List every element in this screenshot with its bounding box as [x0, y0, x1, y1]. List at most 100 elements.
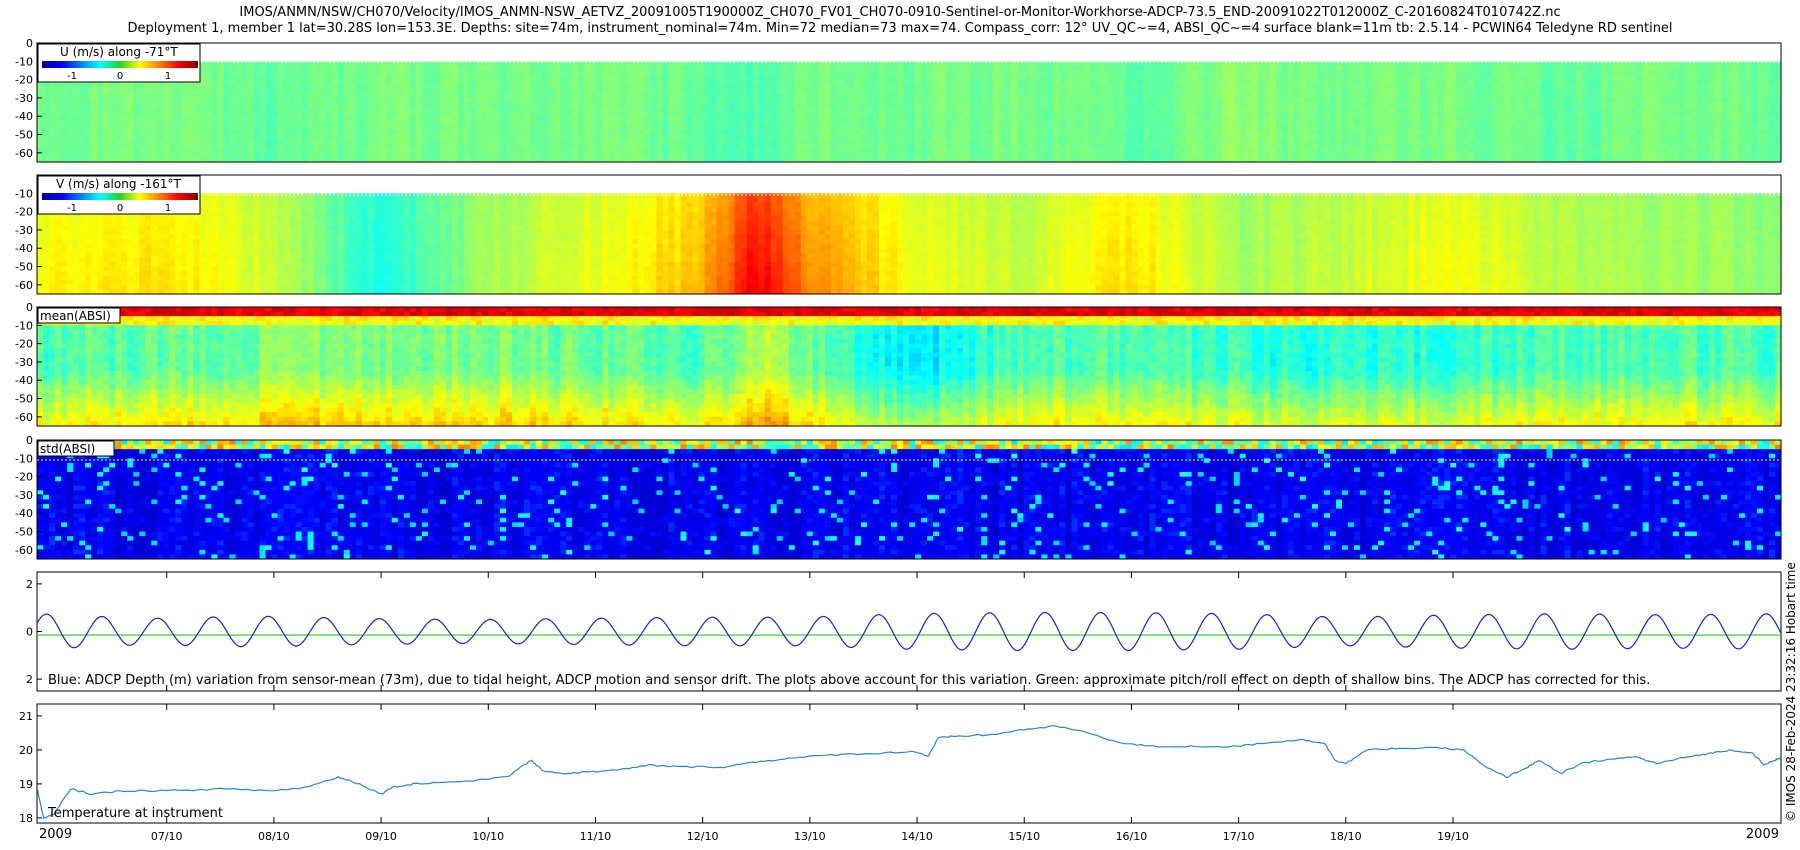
heatmap-cell [933, 152, 940, 158]
heatmap-cell [175, 84, 182, 90]
heatmap-cell [1053, 143, 1060, 149]
heatmap-cell [548, 84, 555, 90]
heatmap-cell [993, 125, 1000, 131]
heatmap-cell [337, 134, 345, 140]
heatmap-cell [710, 79, 717, 85]
heatmap-cell [127, 116, 134, 122]
heatmap-cell [283, 143, 290, 149]
heatmap-cell [433, 116, 441, 122]
heatmap-cell [596, 97, 603, 103]
heatmap-cell [1041, 47, 1048, 53]
heatmap-cell [1005, 88, 1012, 94]
heatmap-cell [259, 75, 266, 81]
heatmap-cell [812, 88, 820, 94]
heatmap-cell [421, 43, 429, 48]
heatmap-cell [61, 125, 68, 131]
heatmap-cell [1101, 116, 1108, 122]
heatmap-cell [812, 79, 820, 85]
heatmap-cell [758, 143, 766, 149]
heatmap-cell [451, 97, 459, 103]
heatmap-cell [1017, 65, 1024, 71]
heatmap-cell [872, 134, 880, 140]
heatmap-cell [740, 52, 748, 58]
heatmap-cell [1161, 139, 1168, 145]
heatmap-cell [698, 52, 705, 58]
heatmap-cell [1047, 148, 1054, 154]
heatmap-cell [343, 134, 351, 140]
heatmap-cell [548, 52, 555, 58]
heatmap-cell [325, 148, 333, 154]
heatmap-cell [746, 88, 754, 94]
heatmap-cell [969, 111, 976, 117]
heatmap-cell [921, 93, 928, 99]
heatmap-cell [560, 102, 567, 108]
heatmap-cell [1041, 61, 1048, 67]
heatmap-cell [512, 152, 519, 158]
heatmap-cell [686, 143, 693, 149]
heatmap-cell [830, 125, 838, 131]
heatmap-cell [1113, 65, 1120, 71]
heatmap-cell [1185, 93, 1193, 99]
heatmap-cell [427, 79, 435, 85]
heatmap-cell [217, 70, 224, 76]
heatmap-cell [121, 107, 128, 113]
heatmap-cell [193, 107, 200, 113]
heatmap-cell [933, 143, 940, 149]
heatmap-cell [307, 116, 315, 122]
heatmap-cell [385, 143, 393, 149]
heatmap-cell [1053, 47, 1060, 53]
heatmap-cell [355, 56, 363, 62]
heatmap-cell [451, 61, 459, 67]
heatmap-cell [963, 148, 970, 154]
heatmap-cell [590, 116, 597, 122]
heatmap-cell [343, 52, 351, 58]
heatmap-cell [1017, 129, 1024, 135]
heatmap-cell [945, 129, 952, 135]
heatmap-cell [67, 93, 74, 99]
heatmap-cell [181, 134, 188, 140]
heatmap-cell [686, 152, 693, 158]
heatmap-cell [987, 75, 994, 81]
heatmap-cell [355, 79, 363, 85]
heatmap-cell [91, 107, 98, 113]
heatmap-cell [61, 120, 68, 126]
heatmap-cell [632, 102, 639, 108]
heatmap-cell [1149, 143, 1156, 149]
heatmap-cell [878, 88, 886, 94]
heatmap-cell [902, 79, 910, 85]
heatmap-cell [163, 107, 170, 113]
heatmap-cell [451, 65, 459, 71]
heatmap-cell [788, 79, 796, 85]
heatmap-cell [49, 152, 56, 158]
heatmap-cell [770, 70, 778, 76]
heatmap-cell [728, 65, 735, 71]
heatmap-cell [1113, 134, 1120, 140]
heatmap-cell [548, 79, 555, 85]
heatmap-cell [199, 116, 206, 122]
heatmap-cell [85, 88, 92, 94]
heatmap-cell [530, 43, 537, 48]
heatmap-cell [421, 120, 429, 126]
heatmap-cell [349, 120, 357, 126]
heatmap-cell [175, 102, 182, 108]
heatmap-cell [253, 125, 260, 131]
heatmap-cell [1107, 143, 1114, 149]
heatmap-cell [476, 125, 483, 131]
heatmap-cell [800, 152, 808, 158]
heatmap-cell [1095, 97, 1102, 103]
heatmap-cell [752, 116, 760, 122]
heatmap-cell [578, 143, 585, 149]
heatmap-cell [139, 111, 146, 117]
heatmap-cell [728, 134, 735, 140]
heatmap-cell [806, 70, 814, 76]
heatmap-cell [1137, 134, 1144, 140]
heatmap-cell [451, 93, 459, 99]
heatmap-cell [854, 88, 862, 94]
heatmap-cell [1167, 65, 1174, 71]
heatmap-cell [909, 107, 916, 113]
heatmap-cell [884, 97, 892, 103]
heatmap-cell [494, 93, 501, 99]
heatmap-cell [1089, 52, 1096, 58]
heatmap-cell [1155, 107, 1162, 113]
heatmap-cell [824, 139, 832, 145]
